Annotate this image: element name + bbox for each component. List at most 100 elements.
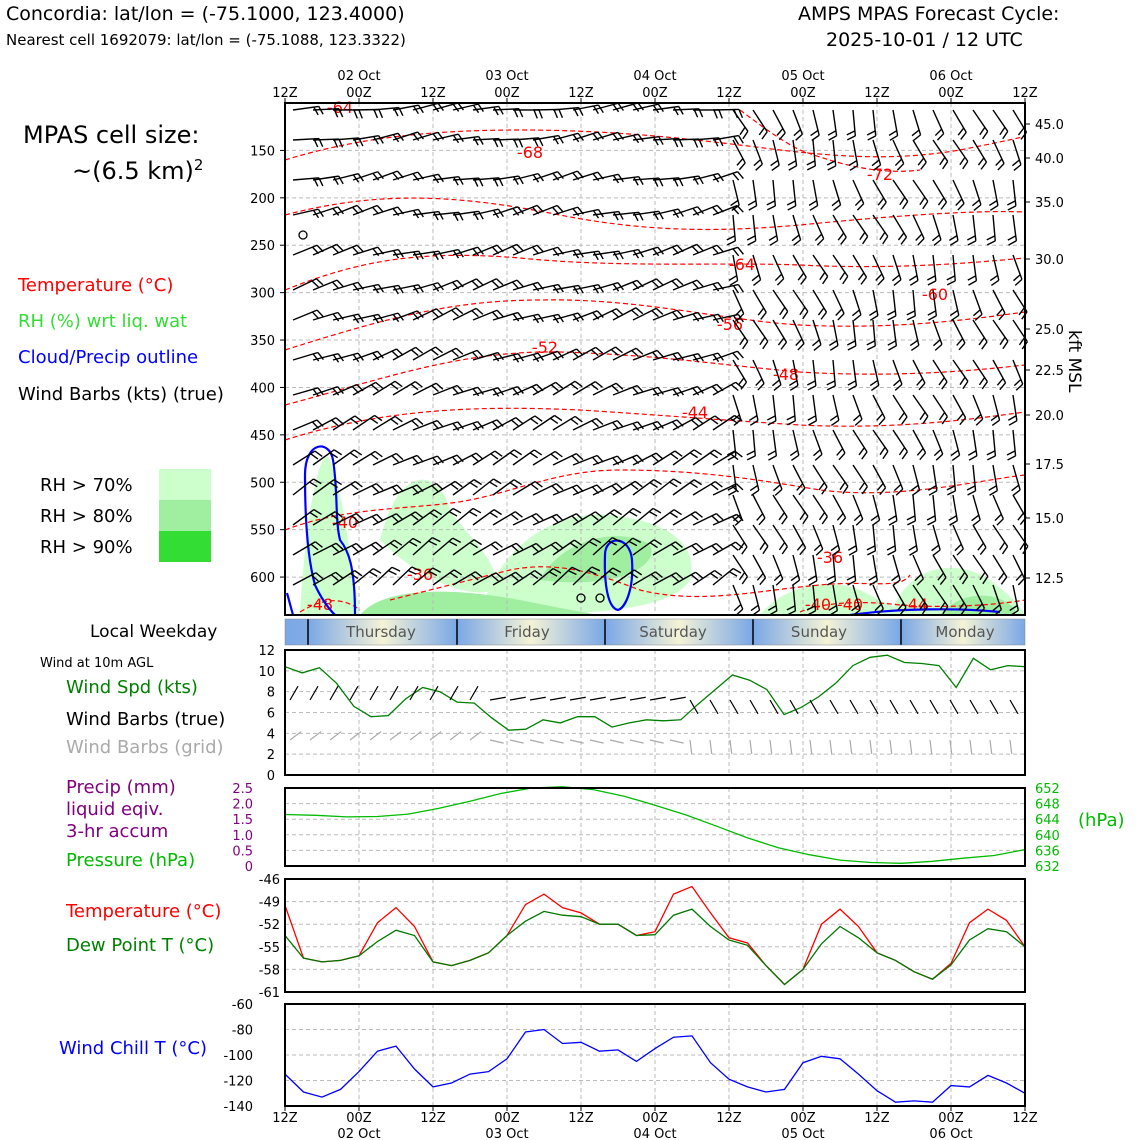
barb-flag bbox=[530, 418, 539, 425]
barb-flag bbox=[999, 541, 1006, 551]
barb-flag bbox=[569, 542, 579, 549]
barb-flag bbox=[616, 420, 624, 428]
barb-flag bbox=[851, 309, 860, 317]
wind-barb bbox=[712, 414, 743, 431]
barb-flag bbox=[846, 575, 856, 581]
barb-flag bbox=[759, 541, 766, 551]
wind-barb bbox=[652, 105, 684, 116]
barb-flag bbox=[333, 479, 342, 486]
grid-wind-barb bbox=[729, 739, 733, 754]
barb-flag bbox=[979, 547, 987, 555]
barb-flag bbox=[1002, 131, 1009, 140]
wind-barb bbox=[532, 567, 562, 586]
barb-flag bbox=[470, 573, 479, 581]
wind-barb bbox=[750, 584, 761, 616]
barb-flag bbox=[996, 518, 1004, 526]
calm-wind-marker bbox=[298, 230, 308, 240]
bottom-time-tick-label: 00Z bbox=[938, 1111, 964, 1126]
barb-flag bbox=[452, 103, 460, 112]
barb-staff bbox=[872, 429, 889, 452]
barb-flag bbox=[877, 278, 885, 286]
bottom-time-tick-label: 12Z bbox=[716, 1111, 742, 1126]
barb-flag bbox=[714, 569, 723, 577]
barb-flag bbox=[657, 386, 664, 395]
barb-flag bbox=[510, 513, 519, 521]
barb-flag bbox=[556, 350, 564, 359]
wind-barb bbox=[532, 513, 564, 526]
surface-wind-barb bbox=[369, 685, 379, 701]
barb-flag bbox=[491, 311, 500, 320]
barb-flag bbox=[493, 478, 502, 485]
barb-flag bbox=[495, 572, 504, 580]
rh-region bbox=[360, 591, 600, 615]
barb-flag bbox=[730, 417, 739, 424]
bottom-time-tick-label: 00Z bbox=[494, 1111, 520, 1126]
wind-barb bbox=[552, 513, 584, 526]
wind-barb bbox=[832, 214, 847, 245]
wind-barb bbox=[1007, 394, 1018, 426]
cloud-outline bbox=[849, 608, 1001, 617]
barb-flag bbox=[769, 239, 778, 246]
wind-barb bbox=[512, 415, 543, 431]
wind-barb bbox=[972, 554, 989, 585]
barb-flag bbox=[338, 175, 344, 185]
grid-wind-barb bbox=[789, 739, 793, 754]
barb-flag bbox=[858, 482, 866, 491]
barb-flag bbox=[980, 161, 988, 170]
barb-flag bbox=[867, 135, 877, 141]
barb-flag bbox=[590, 513, 599, 521]
barb-flag bbox=[428, 570, 438, 577]
wind-barb bbox=[472, 541, 503, 556]
barb-flag bbox=[1008, 240, 1017, 246]
barb-flag bbox=[493, 106, 499, 116]
barb-flag bbox=[776, 128, 784, 136]
barb-flag bbox=[332, 207, 340, 216]
legend-pressure: Pressure (hPa) bbox=[66, 850, 196, 871]
wind-barb bbox=[432, 507, 462, 526]
barb-flag bbox=[922, 201, 929, 210]
barb-flag bbox=[869, 314, 879, 321]
barb-flag bbox=[635, 307, 644, 315]
wind-barb bbox=[932, 359, 948, 390]
wind-barb bbox=[452, 278, 484, 291]
wind-barb bbox=[452, 420, 484, 431]
top-time-tick-label: 00Z bbox=[938, 86, 964, 101]
barb-flag bbox=[973, 309, 981, 317]
barb-flag bbox=[789, 449, 799, 457]
barb-flag bbox=[550, 453, 559, 461]
wind-barb bbox=[372, 566, 401, 586]
bottom-date-label: 02 Oct bbox=[337, 1127, 380, 1140]
wind-barb bbox=[292, 450, 323, 466]
barb-flag bbox=[337, 206, 344, 215]
barb-flag bbox=[536, 244, 544, 253]
barb-flag bbox=[786, 605, 796, 611]
barb-staff bbox=[732, 554, 748, 578]
barb-flag bbox=[511, 281, 520, 290]
grid-wind-barb bbox=[769, 739, 773, 754]
barb-staff bbox=[972, 524, 987, 548]
grid-wind-barb bbox=[669, 739, 684, 744]
barb-flag bbox=[928, 315, 937, 321]
barb-flag bbox=[1018, 307, 1025, 316]
temperature-contour bbox=[284, 197, 1026, 231]
barb-flag bbox=[749, 484, 759, 492]
wind-barb bbox=[932, 139, 949, 170]
wind-barb bbox=[692, 449, 723, 466]
barb-flag bbox=[653, 136, 659, 146]
wind-barb bbox=[832, 494, 847, 526]
barb-flag bbox=[816, 238, 825, 246]
barb-flag bbox=[818, 482, 825, 491]
legend-precip-1: Precip (mm) bbox=[66, 777, 176, 798]
barb-flag bbox=[851, 604, 860, 612]
barb-flag bbox=[787, 160, 797, 166]
bottom-date-label: 04 Oct bbox=[633, 1127, 676, 1140]
barb-flag bbox=[861, 451, 868, 460]
wind-barb bbox=[432, 307, 464, 321]
barb-flag bbox=[939, 601, 946, 611]
barb-flag bbox=[896, 163, 905, 171]
barb-flag bbox=[451, 349, 459, 358]
barb-flag bbox=[675, 278, 684, 286]
barb-flag bbox=[1011, 484, 1020, 492]
barb-flag bbox=[550, 417, 559, 424]
barb-flag bbox=[638, 176, 644, 185]
